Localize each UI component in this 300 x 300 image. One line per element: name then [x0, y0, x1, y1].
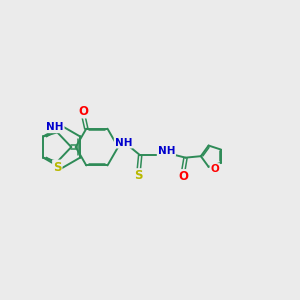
Text: O: O [178, 170, 188, 183]
Text: O: O [78, 104, 88, 118]
Text: NH: NH [158, 146, 175, 156]
Text: NH: NH [46, 122, 64, 132]
Text: S: S [53, 160, 61, 174]
Text: S: S [134, 169, 143, 182]
Text: O: O [210, 164, 219, 174]
Text: NH: NH [115, 138, 132, 148]
